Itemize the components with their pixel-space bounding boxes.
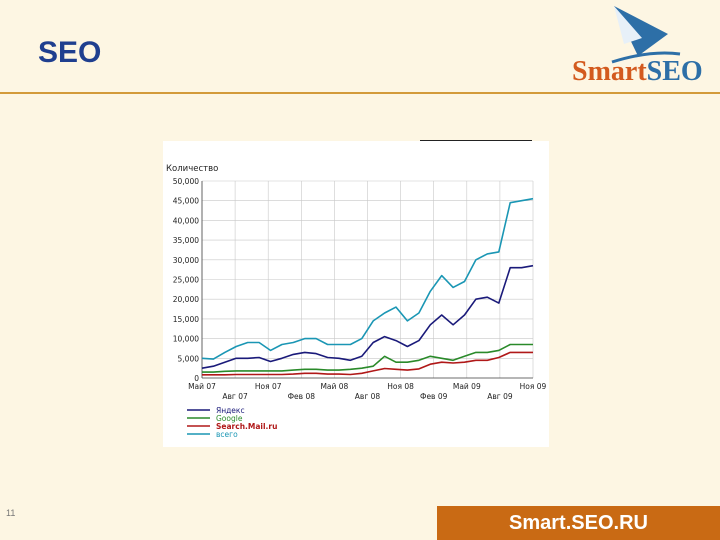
logo-word-seo: SEO (646, 56, 703, 87)
y-tick-label: 35,000 (173, 236, 199, 245)
x-tick-label: Ноя 07 (255, 382, 282, 391)
search-traffic-chart: Количество 0 5,000 10,000 15,000 20,000 25,000… (166, 164, 547, 439)
y-tick-label: 5,000 (178, 354, 200, 363)
y-tick-label: 0 (194, 374, 199, 383)
logo-word-smart: Smart (572, 56, 647, 87)
page-number: 11 (6, 508, 16, 518)
footer-bar: Smart.SEO.RU (437, 506, 720, 540)
series-line-0 (201, 264, 534, 369)
y-tick-label: 25,000 (173, 276, 199, 285)
title-divider (0, 92, 720, 94)
sail-icon (611, 6, 681, 64)
y-tick-label: 10,000 (173, 335, 199, 344)
legend-label-1: Google (216, 414, 243, 423)
x-tick-label: Авг 08 (355, 392, 381, 401)
y-tick-label: 45,000 (173, 197, 199, 206)
footer-site-name: Smart.SEO.RU (509, 511, 648, 534)
y-tick-label: 50,000 (173, 177, 199, 186)
series-line-2 (202, 351, 533, 376)
x-tick-label: Ноя 09 (520, 382, 547, 391)
x-tick-label: Май 08 (320, 382, 348, 391)
legend-label-2: Search.Mail.ru (216, 422, 277, 431)
series-line-1 (202, 343, 533, 373)
logo-wordmark: SmartSEO (572, 56, 703, 88)
legend-label-0: Яндекс (216, 406, 245, 415)
x-tick-label: Авг 07 (222, 392, 248, 401)
series-line-3 (201, 197, 534, 360)
x-tick-label: Май 07 (188, 382, 216, 391)
y-tick-label: 30,000 (173, 256, 199, 265)
y-tick-label: 20,000 (173, 295, 199, 304)
x-tick-label: Май 09 (453, 382, 481, 391)
x-tick-label: Фев 08 (288, 392, 316, 401)
slide-title: SEO (38, 36, 102, 69)
x-tick-label: Ноя 08 (387, 382, 414, 391)
x-tick-label: Фев 09 (420, 392, 448, 401)
legend-label-3: всего (216, 430, 238, 439)
y-tick-label: 15,000 (173, 315, 199, 324)
x-tick-label: Авг 09 (487, 392, 513, 401)
chart-panel: Количество 0 5,000 10,000 15,000 20,000 25,000… (163, 141, 549, 447)
smartseo-logo: SmartSEO (572, 4, 718, 90)
y-tick-label: 40,000 (173, 216, 199, 225)
y-axis-label: Количество (166, 164, 218, 174)
